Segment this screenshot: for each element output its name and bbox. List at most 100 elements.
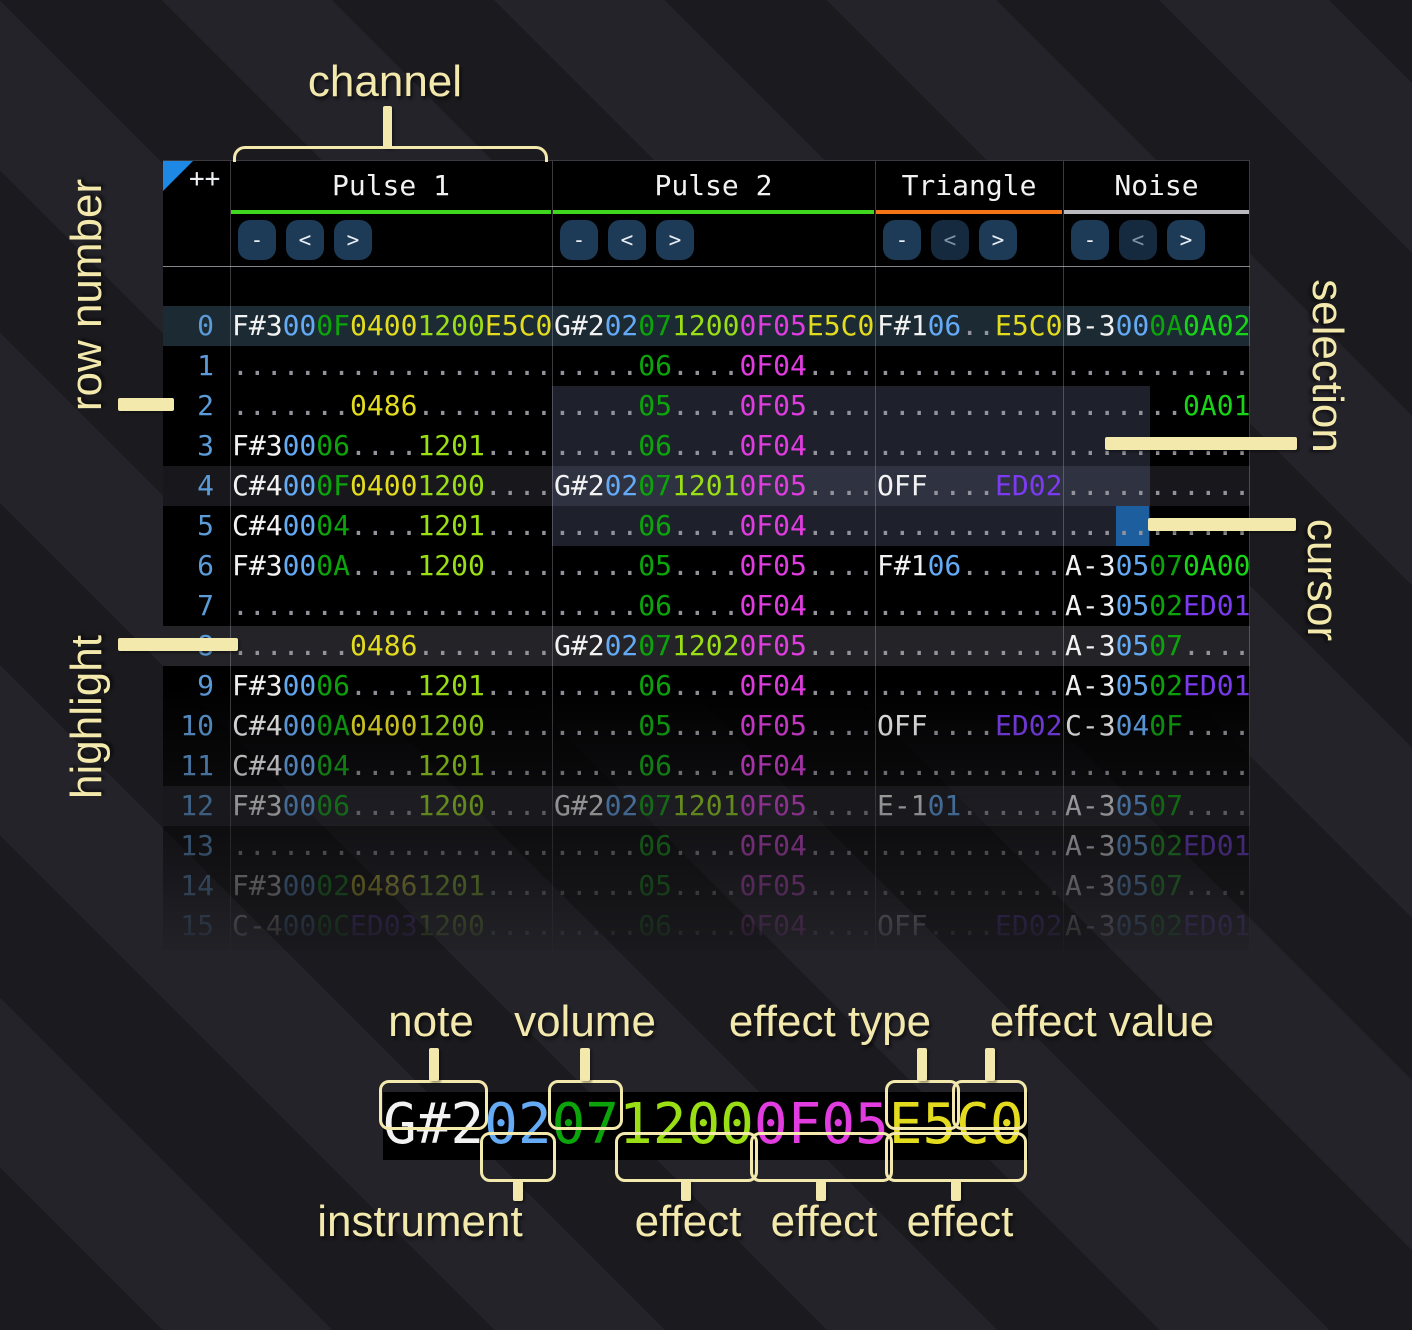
pattern-cell-noise-row-13[interactable]: A-30502ED01 [1063, 826, 1250, 866]
pattern-cell-triangle-row-5[interactable]: ........... [875, 506, 1063, 546]
pattern-cell-pulse-2-row-8[interactable]: G#2020712020F05.... [552, 626, 875, 666]
pattern-cell-pulse-2-row-13[interactable]: .....06....0F04.... [552, 826, 875, 866]
pattern-row-7: 7................... .....06....0F04.....… [163, 586, 1250, 626]
pattern-cell-triangle-row-2[interactable]: ........... [875, 386, 1063, 426]
fxy-segment: 0486 [350, 629, 418, 662]
pattern-row-4: 4 C#4000F04001200.... G#2020712010F05.... O… [163, 466, 1250, 506]
pattern-cell-triangle-row-11[interactable]: ........... [875, 746, 1063, 786]
pattern-cell-pulse-2-row-7[interactable]: .....06....0F04.... [552, 586, 875, 626]
pattern-cell-pulse-1-row-5[interactable]: C#40004....1201.... [230, 506, 552, 546]
pattern-cell-noise-row-8[interactable]: A-30507.... [1063, 626, 1250, 666]
move-channel-right-button-noise[interactable]: > [1167, 220, 1205, 260]
pattern-cell-pulse-2-row-5[interactable]: .....06....0F04.... [552, 506, 875, 546]
remove-channel-button-pulse-1[interactable]: - [238, 220, 276, 260]
pattern-cell-pulse-2-row-9[interactable]: .....06....0F04.... [552, 666, 875, 706]
legend-box-volume [547, 1080, 623, 1130]
pattern-cell-noise-row-14[interactable]: A-30507.... [1063, 866, 1250, 906]
fxm-segment: 0F04 [739, 749, 807, 782]
pattern-cell-pulse-1-row-10[interactable]: C#4000A04001200.... [230, 706, 552, 746]
column-divider [552, 161, 553, 950]
vol-segment: 06 [638, 909, 673, 942]
move-channel-right-button-pulse-1[interactable]: > [334, 220, 372, 260]
pattern-cell-pulse-2-row-10[interactable]: .....05....0F05.... [552, 706, 875, 746]
remove-channel-button-pulse-2[interactable]: - [560, 220, 598, 260]
pattern-cell-noise-row-6[interactable]: A-305070A00 [1063, 546, 1250, 586]
pattern-cell-pulse-1-row-6[interactable]: F#3000A....1200.... [230, 546, 552, 586]
channel-header-triangle[interactable]: Triangle [875, 161, 1063, 214]
pattern-cell-pulse-1-row-11[interactable]: C#40004....1201.... [230, 746, 552, 786]
pattern-cell-pulse-1-row-13[interactable]: ................... [230, 826, 552, 866]
move-channel-left-button-pulse-1[interactable]: < [286, 220, 324, 260]
pattern-cell-triangle-row-0[interactable]: F#106..E5C0 [875, 306, 1063, 346]
pattern-cell-noise-row-15[interactable]: A-30502ED01 [1063, 906, 1250, 946]
pattern-cell-pulse-2-row-6[interactable]: .....05....0F05.... [552, 546, 875, 586]
pattern-cell-pulse-2-row-4[interactable]: G#2020712010F05.... [552, 466, 875, 506]
empty-segment: ................... [232, 829, 553, 862]
pattern-cell-triangle-row-12[interactable]: E-101...... [875, 786, 1063, 826]
remove-channel-button-noise[interactable]: - [1071, 220, 1109, 260]
pattern-cell-triangle-row-13[interactable]: ........... [875, 826, 1063, 866]
pattern-cell-noise-row-11[interactable]: ........... [1063, 746, 1250, 786]
pattern-cell-noise-row-0[interactable]: B-3000A0A02 [1063, 306, 1250, 346]
pattern-cell-triangle-row-7[interactable]: ........... [875, 586, 1063, 626]
pattern-cell-pulse-2-row-11[interactable]: .....06....0F04.... [552, 746, 875, 786]
vol-segment: 02 [1149, 909, 1184, 942]
channel-header-noise[interactable]: Noise [1063, 161, 1250, 214]
empty-segment: ................... [232, 589, 553, 622]
pattern-cell-pulse-2-row-15[interactable]: .....06....0F04.... [552, 906, 875, 946]
pattern-cell-pulse-1-row-8[interactable]: .......0486........ [230, 626, 552, 666]
fxy-segment: 0486 [350, 869, 418, 902]
pattern-cell-noise-row-10[interactable]: C-3040F.... [1063, 706, 1250, 746]
pattern-cell-pulse-1-row-12[interactable]: F#30006....1200.... [230, 786, 552, 826]
remove-channel-button-triangle[interactable]: - [883, 220, 921, 260]
channel-header-pulse-1[interactable]: Pulse 1 [230, 161, 552, 214]
pattern-cell-triangle-row-8[interactable]: ........... [875, 626, 1063, 666]
empty-segment: .... [672, 829, 740, 862]
pattern-cell-noise-row-1[interactable]: ........... [1063, 346, 1250, 386]
pattern-cell-pulse-2-row-14[interactable]: .....05....0F05.... [552, 866, 875, 906]
empty-segment: .... [927, 909, 996, 942]
pattern-cell-noise-row-2[interactable]: .......0A01 [1063, 386, 1250, 426]
empty-segment: .... [1183, 869, 1251, 902]
note-segment: A-3 [1065, 549, 1116, 582]
empty-segment: .... [672, 669, 740, 702]
channel-header-pulse-2[interactable]: Pulse 2 [552, 161, 875, 214]
move-channel-left-button-noise[interactable]: < [1119, 220, 1157, 260]
vol-segment: 06 [638, 429, 673, 462]
pattern-cell-triangle-row-1[interactable]: ........... [875, 346, 1063, 386]
pattern-cell-triangle-row-6[interactable]: F#106...... [875, 546, 1063, 586]
pattern-cell-pulse-1-row-1[interactable]: ................... [230, 346, 552, 386]
pattern-cell-pulse-1-row-14[interactable]: F#3000204861201.... [230, 866, 552, 906]
pattern-cell-triangle-row-9[interactable]: ........... [875, 666, 1063, 706]
pattern-cell-noise-row-9[interactable]: A-30502ED01 [1063, 666, 1250, 706]
note-segment: G#2 [554, 469, 605, 502]
fxm-segment: 0F04 [739, 829, 807, 862]
pattern-cell-triangle-row-15[interactable]: OFF....ED02 [875, 906, 1063, 946]
pattern-cell-noise-row-4[interactable]: ........... [1063, 466, 1250, 506]
pattern-cell-pulse-1-row-9[interactable]: F#30006....1201.... [230, 666, 552, 706]
pattern-cell-pulse-1-row-0[interactable]: F#3000F04001200E5C0 [230, 306, 552, 346]
move-channel-left-button-triangle[interactable]: < [931, 220, 969, 260]
pattern-cell-pulse-1-row-15[interactable]: C-4000CED031200.... [230, 906, 552, 946]
pattern-cell-pulse-2-row-1[interactable]: .....06....0F04.... [552, 346, 875, 386]
corner-expand-control[interactable]: ++ [189, 164, 221, 194]
pattern-cell-noise-row-12[interactable]: A-30507.... [1063, 786, 1250, 826]
pattern-cell-pulse-2-row-0[interactable]: G#2020712000F05E5C0 [552, 306, 875, 346]
move-channel-right-button-triangle[interactable]: > [979, 220, 1017, 260]
note-segment: C-3 [1065, 709, 1116, 742]
pattern-cell-pulse-1-row-7[interactable]: ................... [230, 586, 552, 626]
pattern-cell-pulse-1-row-2[interactable]: .......0486........ [230, 386, 552, 426]
pattern-cell-triangle-row-10[interactable]: OFF....ED02 [875, 706, 1063, 746]
pattern-cell-pulse-2-row-12[interactable]: G#2020712010F05.... [552, 786, 875, 826]
pattern-row-12: 12 F#30006....1200.... G#2020712010F05....… [163, 786, 1250, 826]
pattern-cell-triangle-row-3[interactable]: ........... [875, 426, 1063, 466]
pattern-cell-pulse-1-row-3[interactable]: F#30006....1201.... [230, 426, 552, 466]
pattern-cell-triangle-row-14[interactable]: ........... [875, 866, 1063, 906]
move-channel-right-button-pulse-2[interactable]: > [656, 220, 694, 260]
pattern-cell-pulse-2-row-3[interactable]: .....06....0F04.... [552, 426, 875, 466]
move-channel-left-button-pulse-2[interactable]: < [608, 220, 646, 260]
pattern-cell-pulse-2-row-2[interactable]: .....05....0F05.... [552, 386, 875, 426]
pattern-cell-pulse-1-row-4[interactable]: C#4000F04001200.... [230, 466, 552, 506]
pattern-cell-triangle-row-4[interactable]: OFF....ED02 [875, 466, 1063, 506]
pattern-cell-noise-row-7[interactable]: A-30502ED01 [1063, 586, 1250, 626]
